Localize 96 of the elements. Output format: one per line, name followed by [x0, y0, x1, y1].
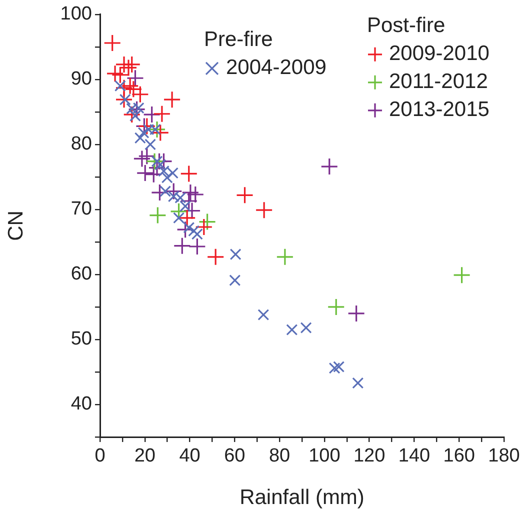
point: [186, 186, 204, 204]
point: [170, 202, 188, 220]
point: [158, 165, 170, 177]
point: [258, 309, 270, 321]
point: [348, 304, 366, 322]
point: [115, 90, 133, 108]
point: [142, 124, 154, 136]
point: [255, 201, 273, 219]
point: [191, 228, 203, 240]
x-tick-label: 60: [224, 446, 246, 467]
point: [138, 147, 156, 165]
point: [120, 58, 138, 77]
point: [230, 248, 242, 260]
point: [180, 200, 192, 212]
point: [126, 102, 138, 114]
x-tick-label: 160: [443, 446, 475, 467]
point: [128, 100, 146, 118]
point: [327, 298, 345, 316]
point: [328, 362, 340, 374]
point: [183, 222, 195, 234]
point: [276, 248, 294, 266]
point: [333, 361, 345, 373]
point: [182, 184, 200, 202]
x-tick-label: 120: [353, 446, 386, 467]
point: [164, 182, 182, 200]
annotation: Pre-fire: [204, 28, 273, 52]
y-tick-label: 70: [70, 198, 92, 220]
point: [352, 377, 364, 389]
point: [166, 167, 178, 179]
point: [188, 225, 200, 237]
point: [148, 120, 166, 138]
point: [195, 218, 213, 236]
point: [206, 248, 224, 266]
point: [126, 69, 144, 87]
x-tick-label: 180: [488, 446, 520, 467]
point: [133, 150, 151, 168]
point: [229, 274, 241, 286]
point: [148, 206, 166, 224]
point: [104, 34, 122, 52]
point: [149, 124, 161, 136]
y-tick-label: 80: [70, 134, 92, 155]
point: [168, 190, 180, 202]
point: [154, 158, 166, 170]
x-tick-label: 20: [134, 446, 156, 467]
point: [236, 186, 254, 204]
point: [106, 64, 124, 82]
annotation: Post-fire: [367, 14, 446, 38]
x-tick-label: 0: [94, 446, 106, 467]
x-tick-label: 140: [398, 446, 430, 467]
point: [286, 324, 298, 336]
point: [138, 126, 150, 138]
point: [178, 209, 196, 227]
x-tick-label: 100: [308, 446, 340, 467]
point: [138, 117, 156, 136]
legend-label: 2009-2010: [389, 42, 490, 66]
point: [152, 124, 170, 142]
point: [151, 156, 163, 168]
y-tick-label: 100: [60, 4, 92, 25]
point: [300, 322, 312, 334]
point: [143, 106, 161, 124]
y-tick-label: 50: [70, 328, 92, 350]
legend-label: 2011-2012: [389, 70, 488, 94]
point: [146, 152, 164, 170]
y-tick-label: 90: [70, 68, 92, 90]
y-tick-label: 40: [70, 394, 92, 415]
point: [173, 237, 191, 255]
y-tick-label: 60: [70, 264, 92, 285]
point: [320, 158, 338, 176]
point: [180, 164, 198, 182]
point: [161, 172, 173, 184]
point: [119, 94, 131, 106]
point: [132, 102, 144, 114]
point: [160, 185, 172, 197]
point: [183, 202, 201, 220]
point: [153, 105, 171, 123]
x-tick-label: 40: [179, 446, 200, 467]
point: [144, 138, 156, 150]
point: [123, 56, 141, 74]
point: [134, 132, 146, 144]
point: [173, 212, 185, 224]
point: [114, 80, 126, 92]
x-tick-label: 80: [268, 446, 290, 467]
x-axis-title: Rainfall (mm): [240, 486, 364, 510]
point: [136, 164, 154, 182]
legend-label: 2013-2015: [389, 98, 490, 122]
point: [129, 110, 141, 122]
point: [188, 238, 206, 256]
point: [123, 106, 141, 124]
point: [163, 90, 181, 108]
point: [198, 213, 216, 231]
y-axis-title: CN: [4, 210, 28, 241]
point: [453, 266, 471, 284]
legend-label: 2004-2009: [226, 56, 326, 80]
point: [144, 166, 162, 184]
point: [180, 192, 198, 210]
point: [174, 192, 186, 204]
